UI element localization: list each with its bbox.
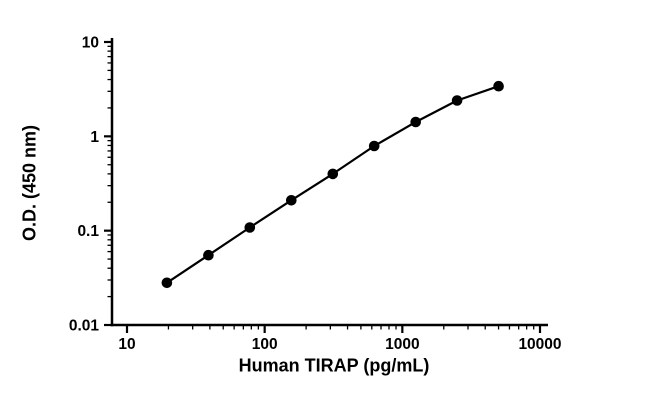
y-tick-label: 0.01 xyxy=(69,318,100,335)
x-tick-label: 10 xyxy=(118,336,135,353)
y-tick-label: 0.1 xyxy=(77,223,99,240)
data-point xyxy=(451,95,463,106)
standard-curve-line xyxy=(166,85,499,284)
data-point xyxy=(327,168,339,180)
y-tick-label: 1 xyxy=(90,129,99,146)
data-point xyxy=(161,277,173,289)
data-point xyxy=(493,80,504,92)
data-point xyxy=(244,222,256,233)
x-tick-label: 10000 xyxy=(518,336,561,353)
data-point xyxy=(410,116,422,128)
x-axis-title: Human TIRAP (pg/mL) xyxy=(238,355,430,376)
x-tick-label: 1000 xyxy=(385,336,419,353)
y-axis-title: O.D. (450 nm) xyxy=(19,124,40,242)
data-point xyxy=(368,140,380,152)
x-tick-label: 100 xyxy=(252,336,278,353)
y-tick-label: 10 xyxy=(82,35,99,52)
data-point xyxy=(203,249,214,261)
data-point xyxy=(286,195,297,206)
